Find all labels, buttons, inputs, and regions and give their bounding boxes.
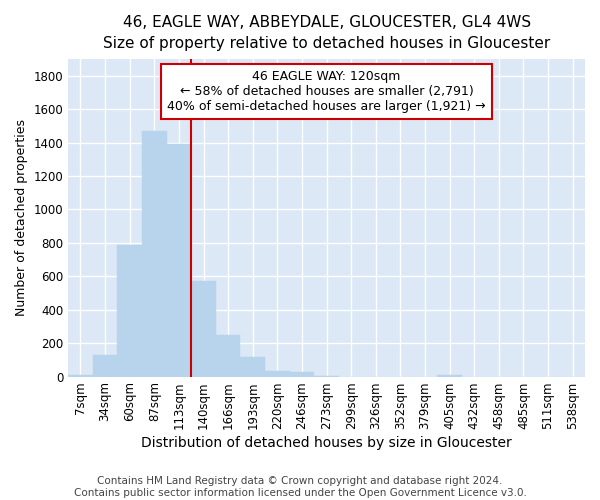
Title: 46, EAGLE WAY, ABBEYDALE, GLOUCESTER, GL4 4WS
Size of property relative to detac: 46, EAGLE WAY, ABBEYDALE, GLOUCESTER, GL… xyxy=(103,15,550,51)
X-axis label: Distribution of detached houses by size in Gloucester: Distribution of detached houses by size … xyxy=(141,436,512,450)
Text: Contains HM Land Registry data © Crown copyright and database right 2024.
Contai: Contains HM Land Registry data © Crown c… xyxy=(74,476,526,498)
Bar xyxy=(265,370,290,376)
Bar xyxy=(216,335,241,376)
Bar xyxy=(191,282,216,376)
Bar xyxy=(167,144,191,376)
Text: 46 EAGLE WAY: 120sqm
← 58% of detached houses are smaller (2,791)
40% of semi-de: 46 EAGLE WAY: 120sqm ← 58% of detached h… xyxy=(167,70,486,113)
Y-axis label: Number of detached properties: Number of detached properties xyxy=(15,120,28,316)
Bar xyxy=(290,372,314,376)
Bar xyxy=(142,131,167,376)
Bar xyxy=(68,375,93,376)
Bar xyxy=(118,244,142,376)
Bar xyxy=(241,356,265,376)
Bar xyxy=(93,355,118,376)
Bar xyxy=(437,375,462,376)
